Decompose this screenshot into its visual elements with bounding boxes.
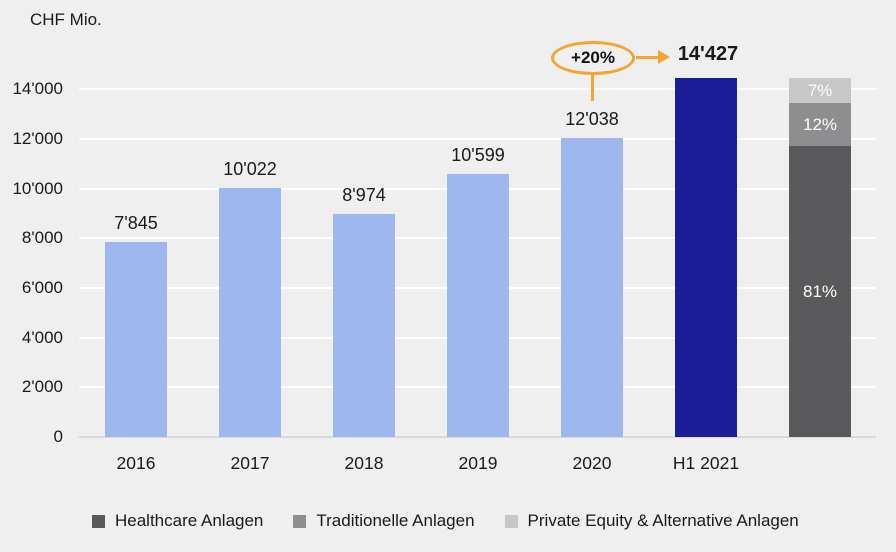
legend-swatch-dark-gray: [92, 514, 105, 528]
bar-2016: [105, 242, 167, 437]
allocation-segment-label: 7%: [807, 80, 833, 100]
bar-2020: [561, 138, 623, 437]
allocation-segment-label: 12%: [802, 114, 838, 134]
legend-item-traditionelle-anlagen: Traditionelle Anlagen: [293, 511, 475, 531]
bar-2017: [219, 188, 281, 437]
legend-swatch-medium-gray: [293, 514, 307, 528]
annotation-arrowhead-icon: [658, 50, 670, 64]
x-axis-label: 2019: [458, 453, 498, 473]
y-tick-label: 4'000: [21, 327, 63, 347]
x-axis-label: H1 2021: [672, 453, 740, 473]
bar-h1-2021: [675, 78, 737, 437]
legend-item-private-equity-alternative-anlagen: Private Equity & Alternative Anlagen: [504, 511, 799, 531]
y-tick-label: 6'000: [21, 277, 63, 297]
bar-value-label: 10'022: [223, 159, 277, 179]
legend-label: Healthcare Anlagen: [115, 511, 264, 530]
legend-label: Private Equity & Alternative Anlagen: [527, 511, 799, 530]
bar-value-label: 14'427: [677, 43, 739, 65]
x-axis-label: 2017: [230, 453, 270, 473]
y-tick-label: 0: [53, 427, 63, 446]
bar-2018: [333, 214, 395, 437]
legend-swatch-light-gray: [504, 514, 518, 528]
annotation-arrow-line: [636, 56, 659, 59]
bar-2019: [447, 174, 509, 437]
gridline: [79, 137, 876, 140]
y-axis-unit-label: CHF Mio.: [30, 10, 102, 29]
bar-value-label: 8'974: [342, 185, 386, 205]
bar-value-label: 12'038: [565, 109, 619, 129]
x-axis-label: 2018: [344, 453, 384, 473]
x-axis-label: 2016: [116, 453, 156, 473]
y-tick-label: 12'000: [12, 128, 63, 148]
allocation-segment-label: 81%: [802, 281, 838, 301]
y-tick-label: 8'000: [21, 228, 63, 248]
legend-item-healthcare-anlagen: Healthcare Anlagen: [92, 511, 263, 531]
bar-value-label: 10'599: [451, 145, 505, 165]
y-tick-label: 2'000: [21, 377, 63, 397]
x-axis-label: 2020: [572, 453, 612, 473]
x-axis-baseline: [79, 436, 876, 438]
growth-annotation-text: +20%: [571, 48, 615, 67]
y-tick-label: 10'000: [12, 178, 63, 198]
legend: Healthcare Anlagen Traditionelle Anlagen…: [92, 511, 799, 531]
legend-label: Traditionelle Anlagen: [316, 511, 475, 530]
y-tick-label: 14'000: [12, 79, 63, 99]
growth-annotation-ellipse: +20%: [551, 41, 635, 75]
annotation-connector-line: [591, 75, 594, 101]
allocation-segment-healthcare-anlagen: 81%: [789, 146, 851, 437]
allocation-segment-traditionelle-anlagen: 12%: [789, 103, 851, 146]
gridline: [79, 88, 876, 91]
allocation-segment-private-equity-alternative-anlagen: 7%: [789, 78, 851, 103]
bar-value-label: 7'845: [114, 213, 158, 233]
